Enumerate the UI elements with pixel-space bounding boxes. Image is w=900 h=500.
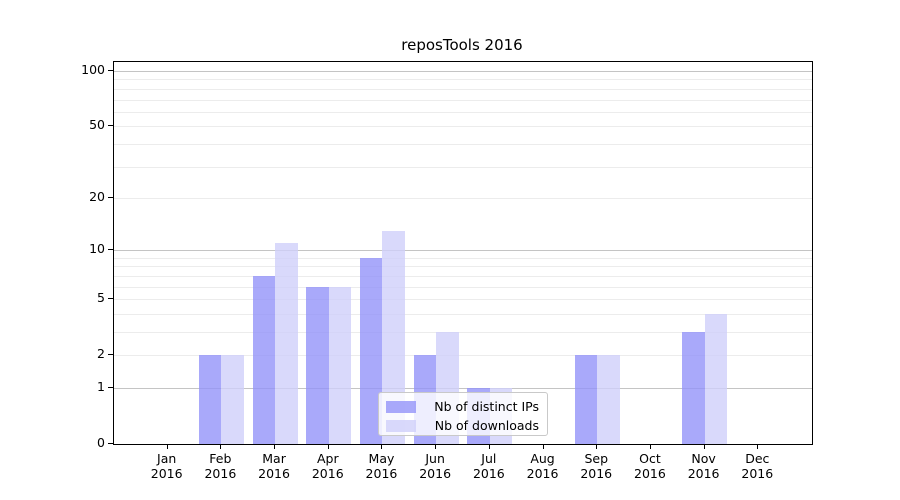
minor-gridline-8 bbox=[114, 266, 812, 268]
bar-downloads-sep bbox=[597, 355, 620, 444]
y-tick-mark-1 bbox=[108, 386, 113, 388]
x-tick-mark-sep bbox=[596, 444, 598, 449]
y-tick-label-10: 10 bbox=[89, 241, 105, 257]
minor-gridline-6 bbox=[114, 286, 812, 288]
x-tick-mark-dec bbox=[757, 444, 759, 449]
minor-gridline-80 bbox=[114, 88, 812, 90]
y-tick-label-1: 1 bbox=[97, 378, 105, 394]
x-tick-label-feb: Feb 2016 bbox=[204, 451, 237, 481]
x-tick-label-mar: Mar 2016 bbox=[258, 451, 290, 481]
minor-gridline-50 bbox=[114, 126, 812, 128]
x-tick-mark-may bbox=[381, 444, 383, 449]
minor-gridline-3 bbox=[114, 331, 812, 333]
minor-gridline-60 bbox=[114, 111, 812, 113]
x-tick-label-dec: Dec 2016 bbox=[741, 451, 774, 481]
legend-item-distinct-ips: Nb of distinct IPs bbox=[386, 398, 539, 415]
bar-distinct-ips-nov bbox=[682, 331, 705, 444]
minor-gridline-2 bbox=[114, 355, 812, 357]
y-tick-label-100: 100 bbox=[81, 62, 105, 78]
legend-label-distinct-ips: Nb of distinct IPs bbox=[434, 399, 539, 414]
minor-gridline-90 bbox=[114, 79, 812, 81]
x-tick-mark-nov bbox=[703, 444, 705, 449]
bar-distinct-ips-feb bbox=[198, 355, 222, 444]
minor-gridline-40 bbox=[114, 143, 812, 145]
legend-swatch-distinct-ips bbox=[386, 400, 416, 413]
x-tick-label-aug: Aug 2016 bbox=[526, 451, 559, 481]
minor-gridline-30 bbox=[114, 166, 812, 168]
y-tick-mark-2 bbox=[108, 354, 113, 356]
minor-gridline-7 bbox=[114, 275, 812, 277]
x-tick-mark-aug bbox=[542, 444, 544, 449]
y-tick-mark-0 bbox=[108, 443, 113, 444]
x-tick-mark-apr bbox=[327, 444, 329, 449]
y-tick-label-20: 20 bbox=[89, 188, 105, 204]
legend-swatch-downloads bbox=[386, 419, 416, 432]
y-tick-mark-5 bbox=[108, 298, 113, 300]
x-tick-label-apr: Apr 2016 bbox=[311, 451, 344, 481]
minor-gridline-4 bbox=[114, 313, 812, 315]
y-tick-label-50: 50 bbox=[89, 117, 105, 133]
bar-downloads-mar bbox=[275, 243, 298, 444]
bar-downloads-may bbox=[382, 230, 405, 444]
x-tick-label-jun: Jun 2016 bbox=[419, 451, 452, 481]
legend-item-downloads: Nb of downloads bbox=[386, 417, 539, 434]
x-tick-mark-jan bbox=[166, 444, 168, 449]
bar-downloads-feb bbox=[221, 355, 244, 444]
y-tick-label-0: 0 bbox=[97, 435, 105, 450]
x-tick-mark-feb bbox=[220, 444, 222, 449]
major-gridline-100 bbox=[114, 71, 812, 73]
legend: Nb of distinct IPs Nb of downloads bbox=[378, 392, 548, 436]
x-tick-label-may: May 2016 bbox=[365, 451, 398, 481]
y-tick-mark-100 bbox=[108, 70, 113, 72]
x-tick-label-sep: Sep 2016 bbox=[580, 451, 613, 481]
bar-distinct-ips-apr bbox=[306, 286, 329, 444]
bar-distinct-ips-may bbox=[359, 257, 383, 444]
chart-title: reposTools 2016 bbox=[401, 36, 523, 54]
bar-downloads-nov bbox=[704, 313, 728, 444]
major-gridline-1 bbox=[114, 387, 812, 389]
minor-gridline-5 bbox=[114, 299, 812, 301]
y-tick-label-2: 2 bbox=[97, 346, 105, 362]
y-tick-mark-20 bbox=[108, 196, 113, 198]
y-tick-mark-10 bbox=[108, 249, 113, 251]
minor-gridline-9 bbox=[114, 257, 812, 259]
bar-distinct-ips-sep bbox=[574, 355, 598, 444]
x-tick-label-oct: Oct 2016 bbox=[634, 451, 666, 481]
x-tick-mark-jul bbox=[488, 444, 490, 449]
major-gridline-10 bbox=[114, 250, 812, 252]
x-tick-label-nov: Nov 2016 bbox=[687, 451, 720, 481]
minor-gridline-70 bbox=[114, 99, 812, 101]
legend-label-downloads: Nb of downloads bbox=[434, 418, 539, 433]
x-tick-mark-oct bbox=[649, 444, 651, 449]
y-tick-label-5: 5 bbox=[97, 290, 105, 306]
x-tick-mark-jun bbox=[435, 444, 437, 449]
minor-gridline-20 bbox=[114, 197, 812, 199]
x-tick-mark-mar bbox=[274, 444, 276, 449]
x-tick-label-jan: Jan 2016 bbox=[150, 451, 183, 481]
y-tick-mark-50 bbox=[108, 125, 113, 127]
plot-area bbox=[113, 61, 813, 445]
bar-downloads-apr bbox=[328, 286, 352, 444]
bar-distinct-ips-mar bbox=[252, 275, 276, 444]
x-tick-label-jul: Jul 2016 bbox=[472, 451, 505, 481]
